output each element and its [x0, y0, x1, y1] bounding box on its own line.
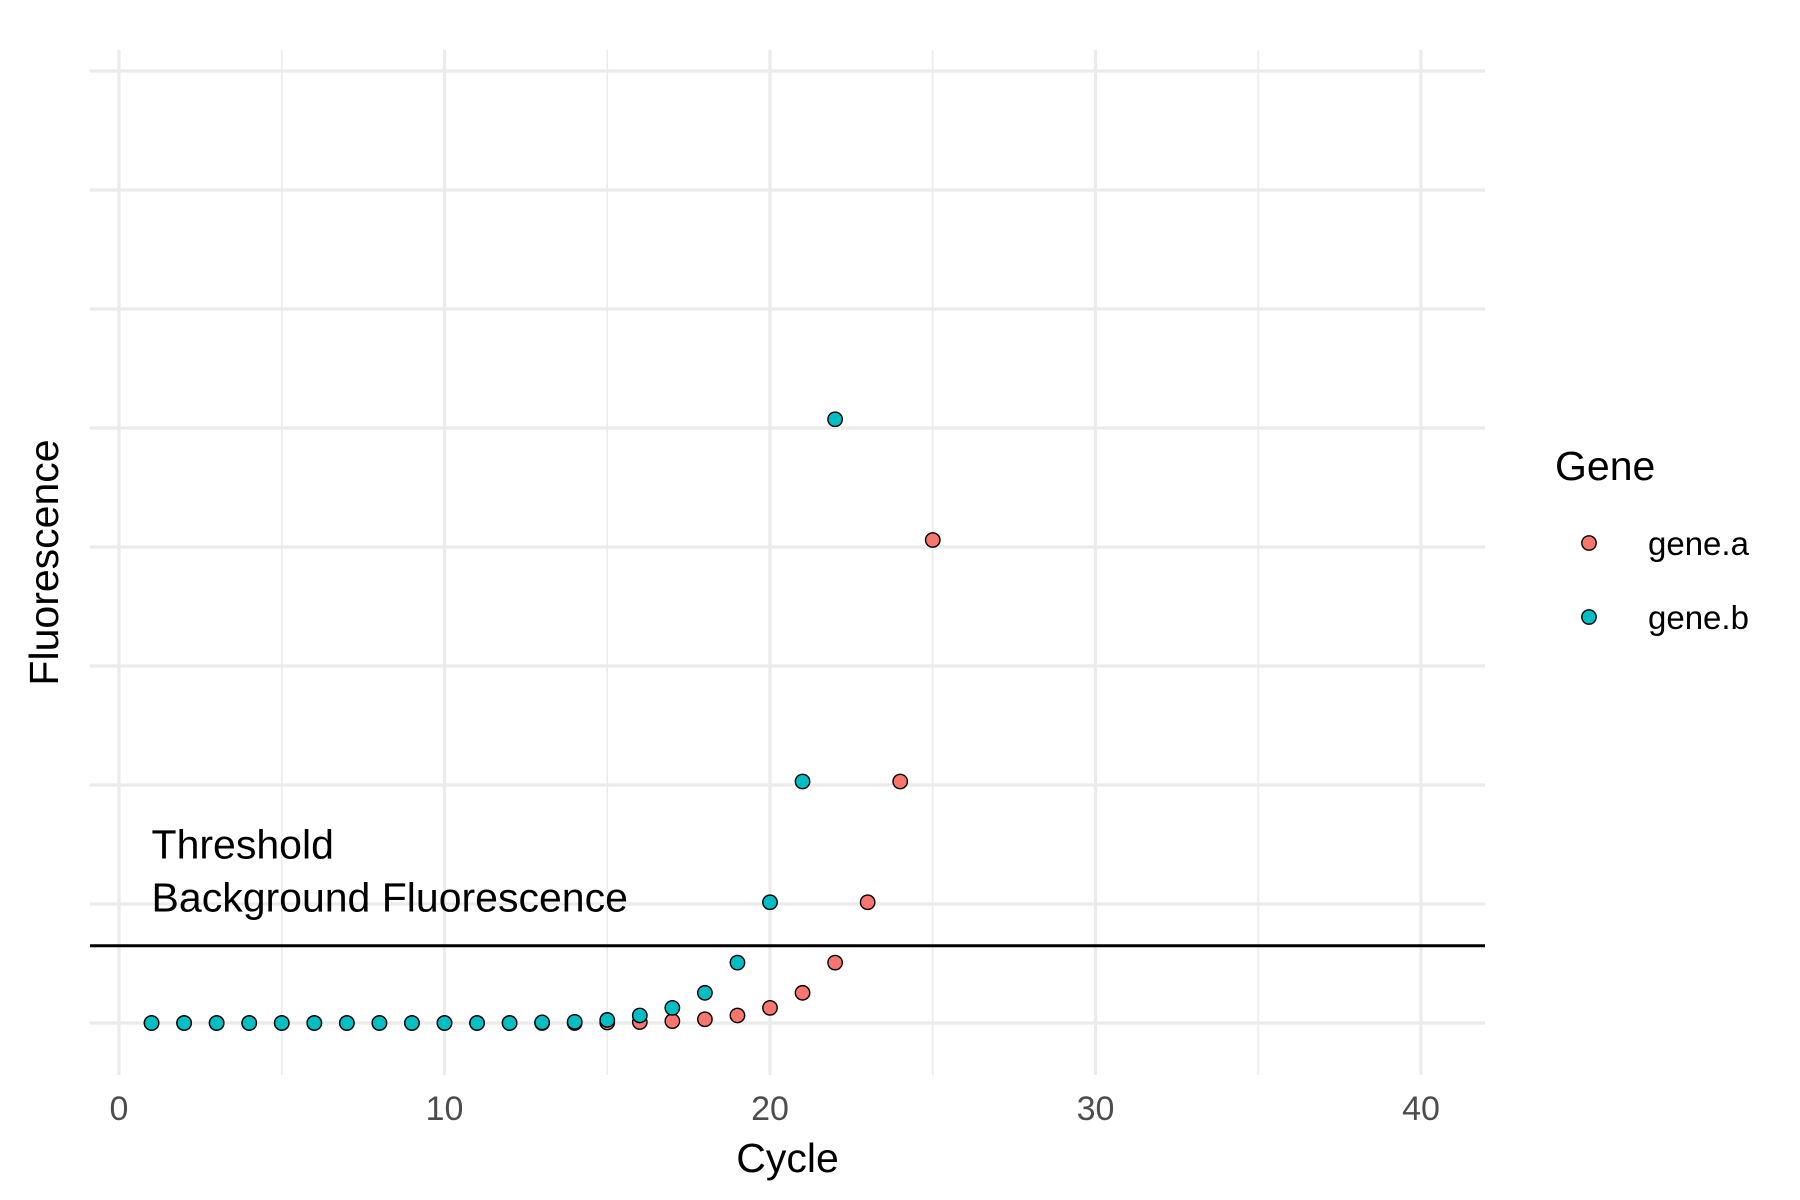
point-gene-b: [306, 1015, 323, 1031]
point-gene-a: [664, 1013, 681, 1030]
data-points: [143, 411, 941, 1031]
point-gene-a: [729, 1007, 746, 1024]
grid: [90, 50, 1485, 1075]
legend-label-gene-a: gene.a: [1648, 525, 1750, 562]
point-gene-b: [208, 1015, 225, 1031]
x-tick-label: 10: [426, 1090, 464, 1128]
point-gene-a: [697, 1011, 713, 1028]
y-axis-title: Fluorescence: [21, 439, 67, 685]
point-gene-b: [371, 1015, 388, 1031]
point-gene-b: [664, 999, 681, 1016]
point-gene-a: [859, 894, 876, 911]
legend: Gene gene.a gene.b: [1555, 443, 1750, 636]
point-gene-b: [729, 954, 746, 971]
x-tick-label: 20: [751, 1090, 789, 1128]
point-gene-b: [599, 1012, 616, 1028]
point-gene-b: [827, 411, 843, 428]
point-gene-b: [794, 773, 811, 790]
legend-key-gene-b: [1581, 609, 1597, 625]
point-gene-b: [176, 1015, 193, 1031]
point-gene-b: [762, 894, 778, 911]
point-gene-a: [794, 984, 811, 1001]
point-gene-b: [143, 1015, 160, 1031]
x-tick-label: 40: [1402, 1090, 1440, 1128]
x-tick-label: 30: [1077, 1090, 1115, 1128]
annotations: Threshold Background Fluorescence: [152, 821, 628, 920]
point-gene-b: [436, 1015, 453, 1031]
point-gene-b: [241, 1015, 258, 1031]
legend-title: Gene: [1555, 443, 1655, 489]
point-gene-b: [697, 984, 713, 1001]
point-gene-a: [827, 954, 843, 971]
point-gene-b: [338, 1015, 355, 1031]
point-gene-a: [762, 999, 778, 1016]
annotation-background-fluorescence: Background Fluorescence: [152, 874, 628, 920]
x-axis-title: Cycle: [736, 1135, 839, 1181]
point-gene-b: [469, 1015, 485, 1031]
point-gene-a: [892, 773, 909, 790]
point-gene-a: [924, 532, 941, 548]
annotation-threshold: Threshold: [152, 821, 334, 867]
point-gene-b: [631, 1007, 648, 1024]
point-gene-b: [273, 1015, 290, 1031]
legend-key-gene-a: [1581, 535, 1597, 551]
x-tick-label: 0: [110, 1090, 129, 1128]
point-gene-b: [404, 1015, 420, 1031]
point-gene-b: [534, 1014, 551, 1031]
point-gene-b: [501, 1015, 518, 1031]
legend-label-gene-b: gene.b: [1648, 599, 1749, 636]
point-gene-b: [566, 1013, 583, 1030]
x-axis-ticks: 0 10 20 30 40: [110, 1090, 1440, 1128]
